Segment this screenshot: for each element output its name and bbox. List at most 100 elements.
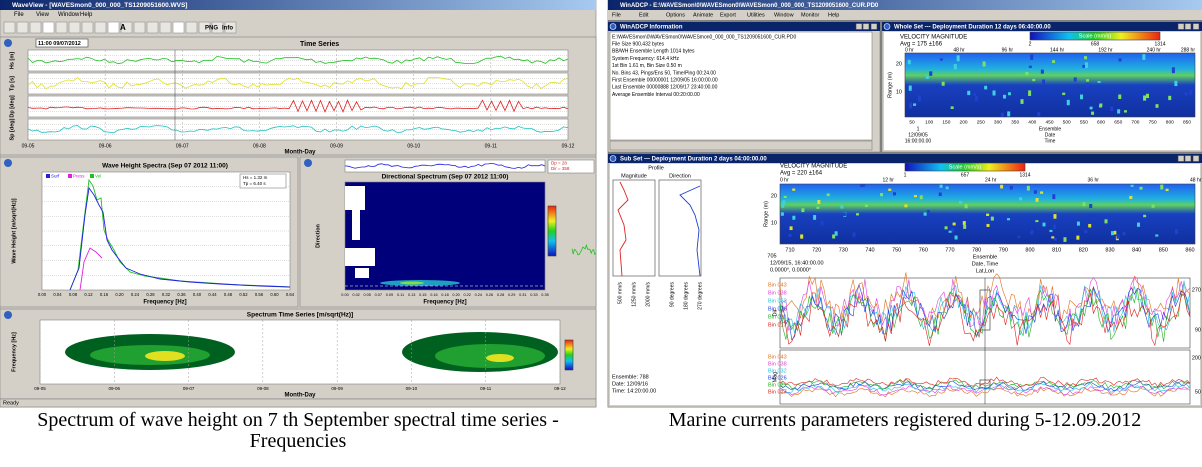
menu-item: Export — [720, 12, 736, 18]
heatmap-cell — [1110, 106, 1113, 111]
x-tick-label: 09-10 — [406, 386, 418, 391]
heatmap-cell — [1140, 187, 1143, 190]
x-tick-label: 780 — [972, 247, 981, 253]
heatmap-cell — [913, 103, 916, 105]
heatmap-cell — [1010, 186, 1013, 190]
heatmap-cell — [920, 195, 923, 199]
x-tick-label: 0.16 — [100, 292, 109, 297]
x-tick-label: 0.20 — [115, 292, 124, 297]
menu-item: Window — [58, 12, 80, 18]
heatmap-cell — [954, 64, 957, 69]
heatmap-cell — [955, 236, 958, 240]
heatmap-cell — [1080, 95, 1083, 100]
x-tick-label: 300 — [994, 119, 1002, 125]
heatmap-cell — [835, 231, 838, 236]
menu-item: File — [612, 12, 621, 18]
x-tick-label: 09-05 — [22, 143, 35, 149]
heatmap-cell — [951, 106, 954, 109]
heatmap-cell — [1007, 111, 1010, 116]
plot-area — [345, 182, 545, 290]
y-tick-label: 90 — [1195, 327, 1201, 333]
y-axis-label: Range (m) — [887, 72, 893, 98]
heatmap-cell — [1086, 83, 1089, 87]
y-axis-label: Direction — [315, 223, 321, 247]
x-tick-label: 09-05 — [34, 386, 46, 391]
heatmap-cell — [1025, 72, 1028, 75]
y-axis-label: Wave Height [m/sqrt(Hz)] — [11, 198, 17, 263]
profile-label: 180 degrees — [683, 282, 689, 310]
heatmap-cell — [1111, 231, 1114, 235]
start-label: 12/09/15, 16:40:00.00 — [770, 260, 824, 266]
bin-label: Bin 032 — [768, 298, 787, 304]
heatmap-cell — [792, 189, 795, 191]
panel-label: Mag — [772, 372, 778, 383]
x-tick-label: 0.00 — [341, 293, 348, 297]
heatmap-cell — [813, 215, 816, 220]
profile-label: 500 mm/s — [617, 282, 623, 304]
x-tick-label: 0.52 — [239, 292, 248, 297]
toolbar-button — [160, 22, 171, 33]
y-tick-label: 20 — [896, 61, 902, 67]
x-tick-label: 500 — [1063, 119, 1071, 125]
x-tick-label: 09-12 — [554, 386, 566, 391]
menu-item: Utilities — [747, 12, 765, 18]
menu-item: View — [36, 12, 50, 18]
heatmap-cell — [975, 96, 978, 101]
x-tick-label: 09-12 — [562, 143, 575, 149]
heatmap-cell — [856, 213, 859, 215]
heatmap-cell — [840, 205, 843, 208]
scale-tick: 2 — [1029, 41, 1032, 47]
heatmap-cell — [1001, 113, 1004, 117]
heatmap-cell — [1074, 77, 1077, 81]
heatmap-cell — [1155, 234, 1158, 236]
panel-title: Time Series — [300, 41, 339, 48]
x-tick-label: 0.24 — [475, 293, 482, 297]
panel-icon — [4, 39, 12, 47]
window-icon — [610, 156, 616, 162]
heatmap-cell — [893, 192, 896, 195]
axis-name: Lat,Lon — [976, 268, 994, 274]
page: {"left_window": { "title": "WaveView - [… — [0, 0, 1202, 467]
x-tick-label: 0.07 — [375, 293, 382, 297]
info-line: System Frequency: 614.4 kHz — [612, 56, 679, 62]
heatmap-cell — [865, 205, 868, 207]
bin-label: Bin 017 — [768, 389, 787, 395]
x-tick-label: 450 — [1045, 119, 1053, 125]
heatmap-cell — [993, 90, 996, 95]
status-text: Ready — [3, 400, 19, 406]
panel-icon — [4, 159, 12, 167]
x-tick-label: 0.44 — [208, 292, 217, 297]
masked-region — [345, 186, 365, 210]
heatmap-cell — [781, 203, 784, 208]
heatmap-cell — [801, 208, 804, 212]
x-tick-label: 750 — [892, 247, 901, 253]
heatmap-cell — [792, 216, 795, 220]
status-bar — [0, 399, 596, 407]
colorbar — [548, 206, 556, 256]
window-button — [1185, 24, 1191, 30]
heatmap-cell — [1019, 197, 1022, 200]
x-axis-label: Frequency [Hz] — [423, 300, 466, 306]
heatmap-cell — [888, 189, 891, 191]
x-tick-label: 0.29 — [508, 293, 515, 297]
heatmap-cell — [1146, 94, 1149, 98]
panel-title: Wave Height Spectra (Sep 07 2012 11:00) — [102, 163, 228, 170]
heatmap-cell — [1152, 205, 1155, 208]
heatmap-cell — [1082, 202, 1085, 206]
ensemble-info: Time: 14:20:00.00 — [612, 388, 656, 394]
heatmap-cell — [963, 225, 966, 229]
heatmap-cell — [1168, 96, 1171, 100]
heatmap-cell — [1029, 66, 1032, 68]
x-tick-label: 0.20 — [452, 293, 459, 297]
panel-title: Spectrum Time Series [m/sqrt(Hz)] — [247, 312, 353, 319]
window-button — [1193, 156, 1199, 162]
heatmap-cell — [1008, 92, 1011, 95]
heatmap-cell — [983, 61, 986, 66]
y-tick-label: 50 — [1195, 389, 1201, 395]
heatmap-cell — [1137, 223, 1140, 227]
heatmap-cell — [816, 207, 819, 209]
x-tick-label: 840 — [1132, 247, 1141, 253]
heatmap-cell — [1118, 95, 1121, 99]
heatmap-cell — [1053, 225, 1056, 229]
menu-item: Edit — [639, 12, 649, 18]
